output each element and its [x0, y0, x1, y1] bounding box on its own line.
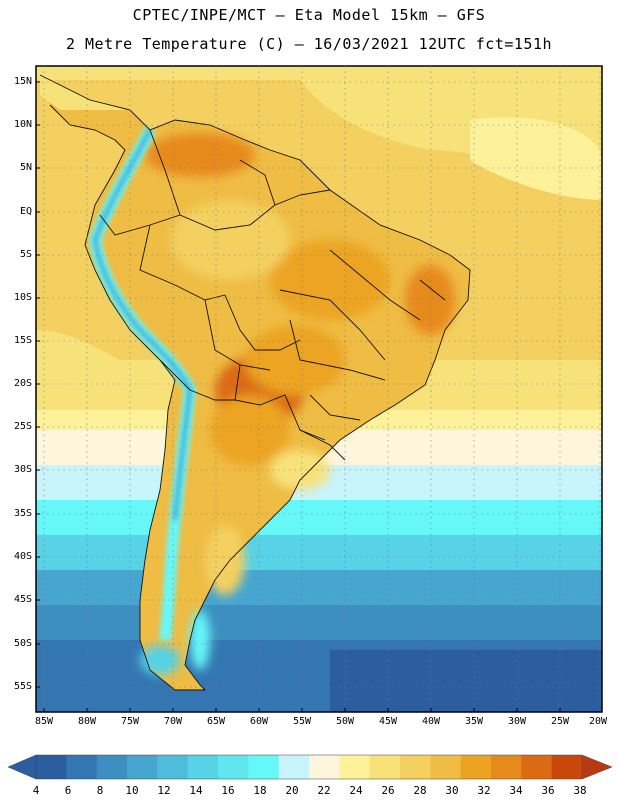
temperature-field [36, 66, 602, 712]
colorbar-cell [278, 755, 310, 779]
lon-label-50w: 50W [335, 716, 355, 727]
graticule [36, 66, 602, 712]
colorbar-label-10: 10 [125, 784, 139, 797]
map-frame [35, 65, 603, 713]
lat-label-25s: 25S [13, 421, 32, 432]
lat-label-55s: 55S [13, 681, 32, 692]
colorbar-cell [369, 755, 401, 779]
band-10 [36, 605, 602, 645]
band-12 [36, 570, 602, 610]
map-subtitle: 2 Metre Temperature (C) – 16/03/2021 12U… [65, 35, 553, 53]
lat-label-50s: 50S [13, 638, 32, 649]
colorbar-cell [521, 755, 553, 779]
lat-label-10n: 10N [13, 119, 32, 130]
band-18 [36, 500, 602, 540]
lon-label-75w: 75W [120, 716, 140, 727]
colorbar-label-16: 16 [221, 784, 235, 797]
colorbar-cell [248, 755, 280, 779]
lat-label-40s: 40S [13, 551, 32, 562]
colorbar-cell [127, 755, 158, 779]
colorbar-cell [36, 755, 67, 779]
lat-label-5n: 5N [19, 162, 32, 173]
lon-label-45w: 45W [378, 716, 398, 727]
colorbar-cell [309, 755, 340, 779]
lon-label-85w: 85W [34, 716, 54, 727]
lon-label-55w: 55W [292, 716, 312, 727]
colorbar-cell [157, 755, 189, 779]
colorbar-label-32: 32 [477, 784, 491, 797]
colorbar-cell [187, 755, 219, 779]
lat-label-5s: 5S [19, 249, 32, 260]
colorbar-cell [400, 755, 431, 779]
colorbar-label-38: 38 [573, 784, 587, 797]
colorbar-cell [551, 755, 583, 779]
lon-label-60w: 60W [249, 716, 269, 727]
lon-label-20w: 20W [588, 716, 608, 727]
lat-label-eq: EQ [19, 206, 32, 217]
colorbar-label-24: 24 [349, 784, 363, 797]
map-title: CPTEC/INPE/MCT – Eta Model 15km – GFS [132, 6, 486, 24]
lat-label-15s: 15S [13, 335, 32, 346]
lon-label-30w: 30W [507, 716, 527, 727]
colorbar-label-12: 12 [157, 784, 171, 797]
lon-label-65w: 65W [206, 716, 226, 727]
colorbar-label-26: 26 [381, 784, 395, 797]
colorbar-high-arrow [581, 754, 613, 780]
lon-label-80w: 80W [77, 716, 97, 727]
colorbar-cell [339, 755, 371, 779]
colorbar-cell [460, 755, 492, 779]
colorbar-cell [491, 755, 522, 779]
colorbar-low-arrow [7, 754, 37, 780]
colorbar-label-20: 20 [285, 784, 299, 797]
colorbar-cell [218, 755, 249, 779]
colorbar-label-22: 22 [317, 784, 331, 797]
colorbar-label-4: 4 [32, 784, 40, 797]
colorbar-label-6: 6 [64, 784, 72, 797]
colorbar-label-34: 34 [509, 784, 523, 797]
axis-ticks [36, 81, 561, 712]
lat-label-15n: 15N [13, 76, 32, 87]
lon-label-25w: 25W [550, 716, 570, 727]
lon-label-35w: 35W [464, 716, 484, 727]
colorbar-label-14: 14 [189, 784, 203, 797]
colorbar-label-30: 30 [445, 784, 459, 797]
lat-label-45s: 45S [13, 594, 32, 605]
colorbar-cell [96, 755, 128, 779]
colorbar-label-18: 18 [253, 784, 267, 797]
band-16 [36, 535, 602, 575]
lat-label-10s: 10S [13, 292, 32, 303]
country-borders [39, 74, 471, 691]
lon-label-40w: 40W [421, 716, 441, 727]
colorbar-cell [430, 755, 462, 779]
lat-label-20s: 20S [13, 378, 32, 389]
colorbar-label-28: 28 [413, 784, 427, 797]
colorbar-label-36: 36 [541, 784, 555, 797]
colorbar-label-8: 8 [96, 784, 104, 797]
colorbar-cell [66, 755, 98, 779]
band-6 [330, 650, 602, 712]
colorbar [7, 754, 613, 780]
lon-label-70w: 70W [163, 716, 183, 727]
lat-label-30s: 30S [13, 464, 32, 475]
lat-label-35s: 35S [13, 508, 32, 519]
